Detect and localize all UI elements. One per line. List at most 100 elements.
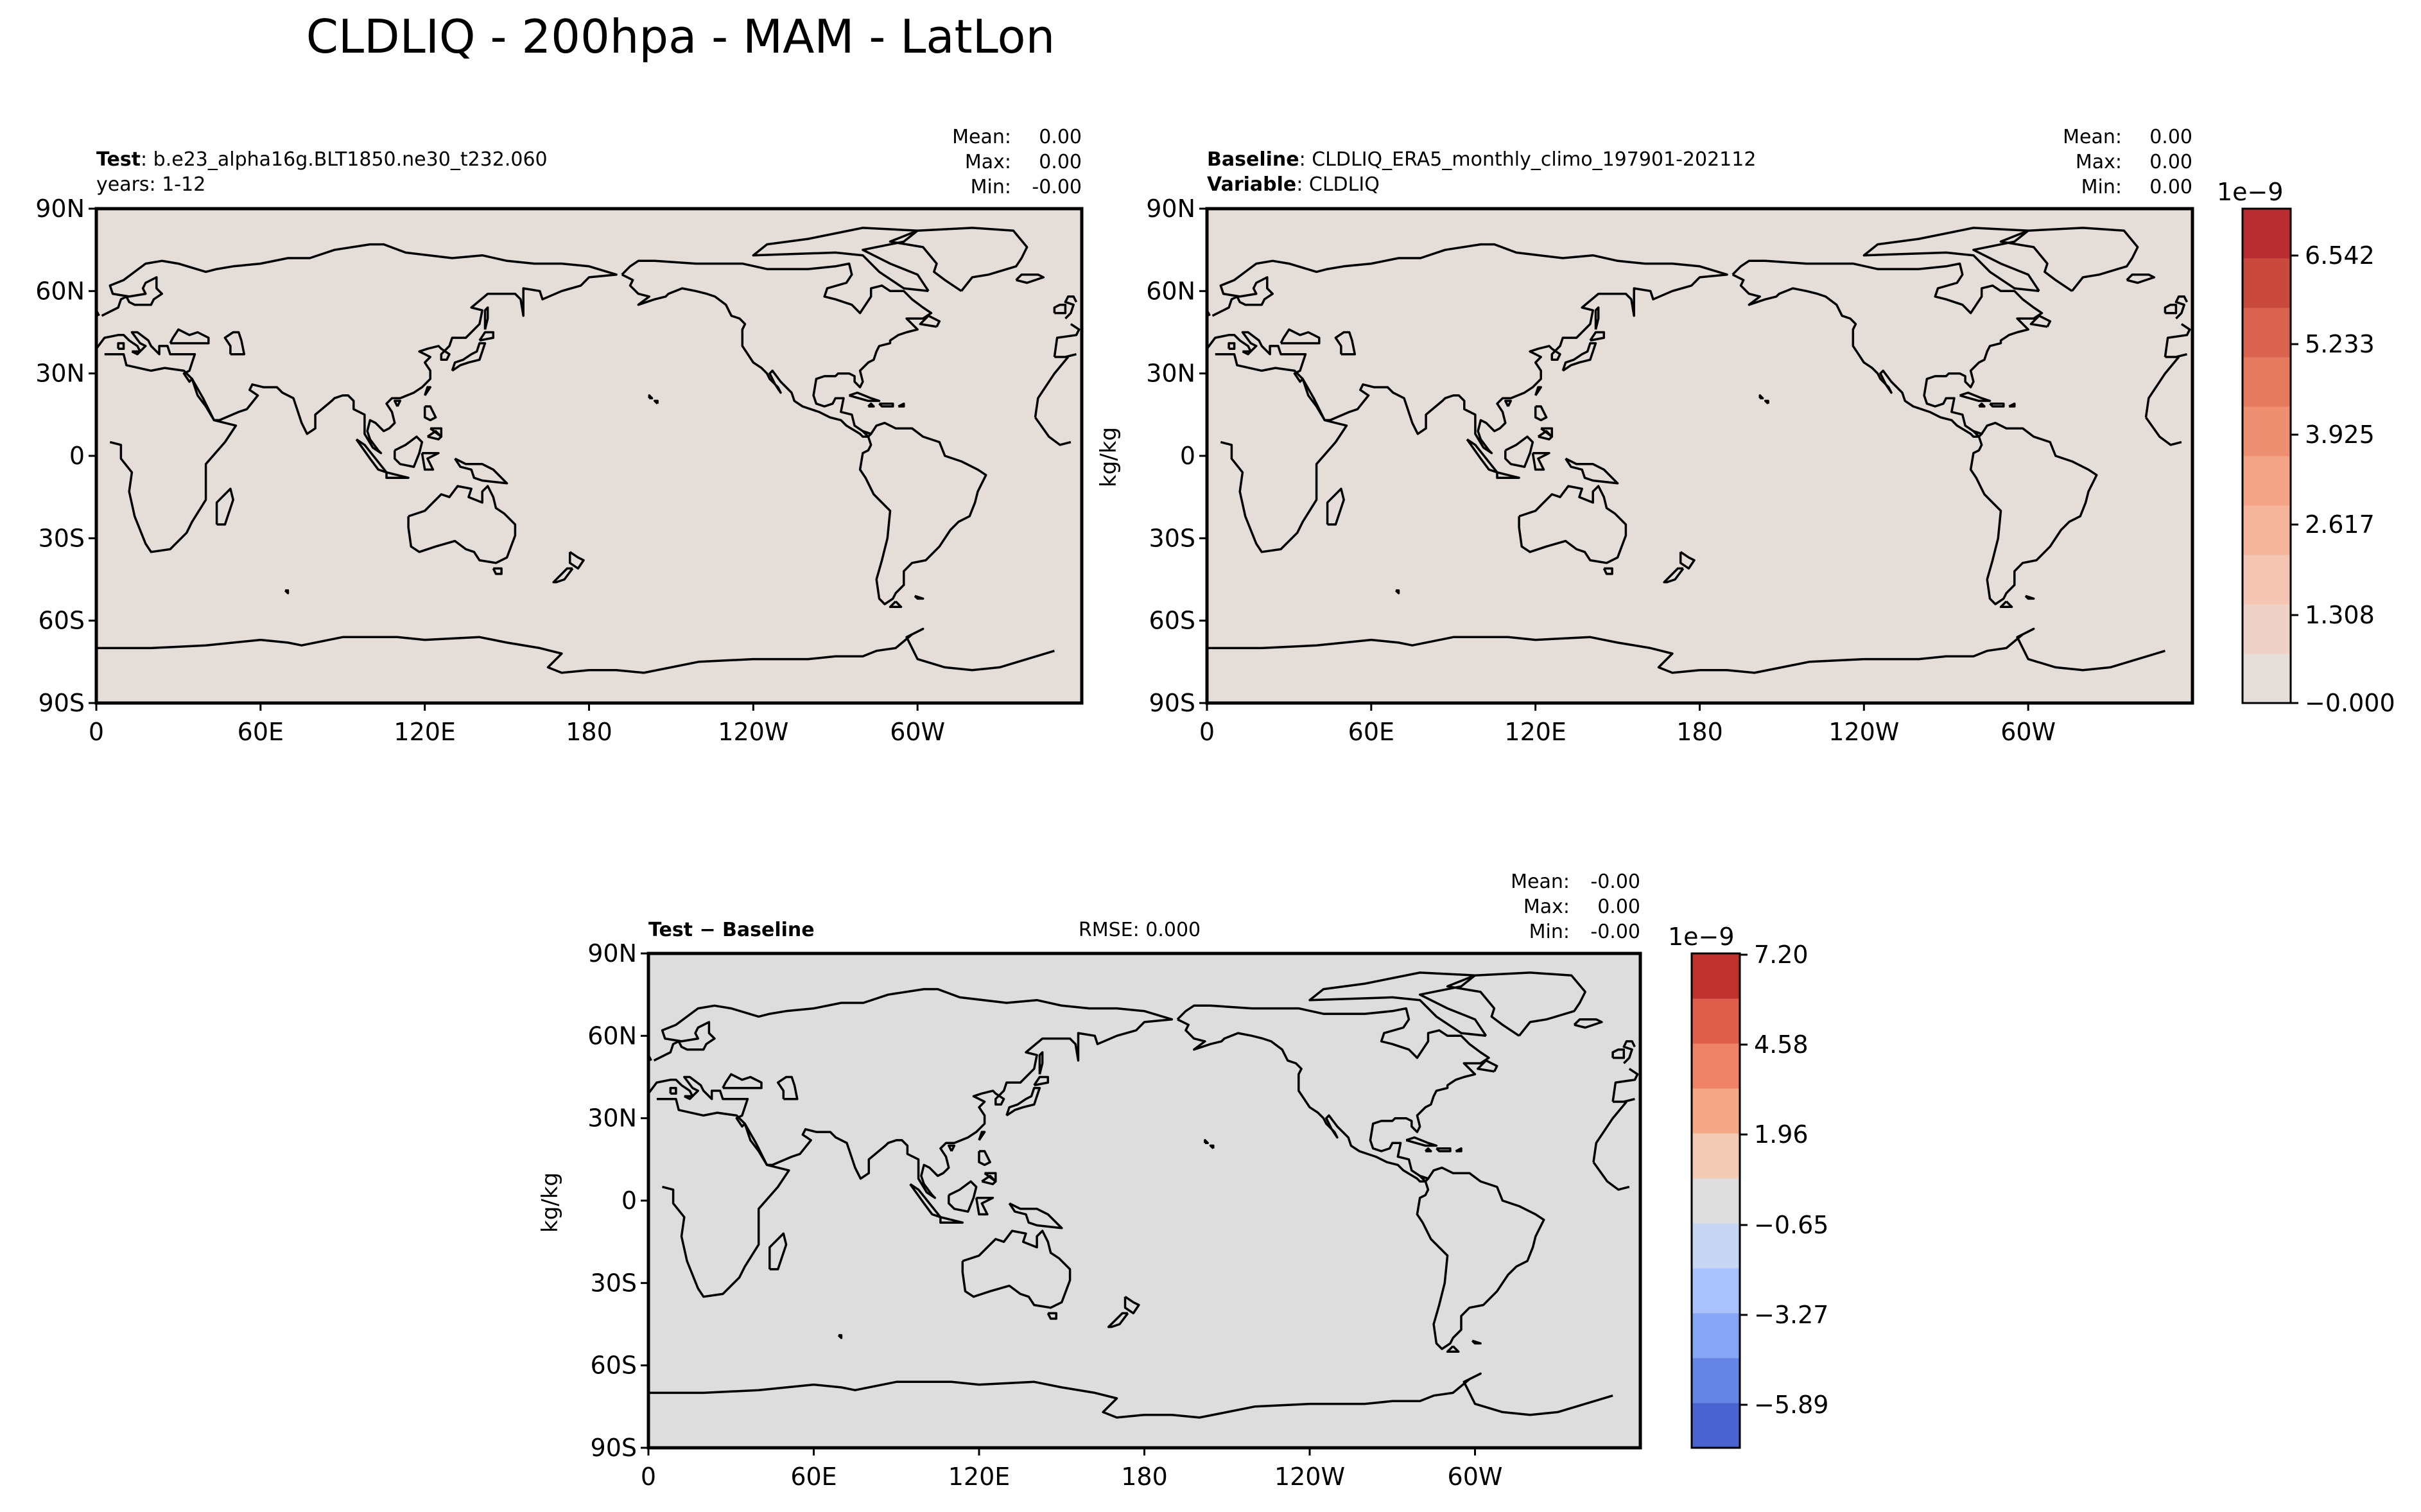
diff-lon-ticks: 0 60E 120E 180 120W 60W — [641, 1448, 1503, 1491]
coastline — [2145, 417, 2182, 446]
colorbar-segment — [1692, 1313, 1740, 1359]
stat-value: 0.00 — [1039, 151, 1082, 173]
coastline — [1176, 1004, 1490, 1183]
lat-tick-label: 60S — [39, 607, 85, 635]
diff-map-frame — [648, 953, 1640, 1448]
stat-key: Mean: — [952, 126, 1011, 148]
coastline — [1999, 600, 2013, 609]
coastline — [407, 485, 517, 564]
coastline — [1999, 227, 2139, 292]
colorbar-segment — [2243, 654, 2291, 704]
colorbar-tick-label: −0.65 — [1754, 1211, 1828, 1239]
colorbar-segment — [1692, 1268, 1740, 1314]
coastline — [223, 331, 246, 356]
lat-tick-label: 90S — [39, 689, 85, 717]
coastline — [878, 402, 894, 408]
lat-tick-label: 30N — [35, 360, 85, 388]
coastline — [1207, 636, 1700, 674]
lat-tick-label: 30N — [587, 1104, 637, 1133]
coastline — [669, 1086, 677, 1095]
coastline — [1280, 328, 1321, 345]
coastline — [1758, 394, 1764, 399]
coastline — [284, 589, 290, 595]
lon-tick-label: 120E — [394, 718, 456, 746]
colorbar-tick-label: 4.58 — [1754, 1030, 1809, 1059]
coastline — [1679, 551, 1696, 570]
lon-tick-label: 120W — [1274, 1463, 1345, 1491]
coastline — [1504, 399, 1513, 407]
lon-tick-label: 180 — [1676, 718, 1723, 746]
baseline-coastlines — [1206, 227, 2191, 674]
coastline — [492, 567, 503, 575]
diff-ylabel: kg/kg — [537, 1172, 563, 1233]
coastline — [978, 1150, 991, 1167]
coastline — [568, 551, 585, 570]
coastline — [589, 627, 1055, 674]
coastline — [1518, 485, 1627, 564]
colorbar-main-exponent: 1e−9 — [2217, 178, 2284, 206]
coastline — [423, 405, 437, 422]
test-lon-ticks: 0 60E 120E 180 120W 60W — [89, 703, 945, 746]
coastline — [1534, 405, 1548, 422]
coastline — [752, 227, 930, 293]
coastline — [1699, 627, 2165, 674]
colorbar-tick-label: 5.233 — [2305, 330, 2375, 358]
coastline — [421, 451, 440, 471]
coastline — [2024, 595, 2035, 600]
lon-tick-label: 0 — [641, 1463, 656, 1491]
coastline — [1978, 402, 1986, 408]
stat-key: Max: — [2076, 151, 2122, 173]
coastline — [1477, 1059, 1498, 1073]
test-lat-ticks: 90N 60N 30N 0 30S 60S 90S — [35, 195, 96, 717]
coastline — [722, 1073, 763, 1090]
panel-baseline: Baseline: CLDLIQ_ERA5_monthly_climo_1979… — [1096, 126, 2194, 746]
coastline — [1504, 435, 1534, 468]
colorbar-segment — [2243, 604, 2291, 654]
coastline — [1959, 391, 1991, 403]
colorbar-main: 1e−9 −0.000 1.308 2.617 3.925 5.233 6.542 — [2217, 178, 2395, 717]
baseline-variable: Variable: CLDLIQ — [1207, 173, 1380, 196]
coastline — [837, 1334, 843, 1339]
coastline — [2144, 356, 2180, 418]
colorbar-tick-label: 3.925 — [2305, 421, 2375, 449]
baseline-stats: Mean: 0.00 Max: 0.00 Min: 0.00 — [2063, 126, 2192, 198]
coastline — [1592, 1100, 1627, 1163]
lat-tick-label: 30S — [591, 1269, 637, 1297]
coastline — [948, 1144, 956, 1152]
coastline — [1015, 273, 1045, 284]
coastline — [2174, 295, 2189, 320]
lat-tick-label: 90S — [591, 1434, 637, 1462]
colorbar-tick-label: 1.308 — [2305, 601, 2375, 629]
baseline-label-bold: Baseline — [1207, 148, 1299, 171]
coastline — [1053, 323, 1080, 358]
coastline — [1446, 1345, 1460, 1353]
coastline — [1764, 399, 1769, 404]
lon-tick-label: 60E — [790, 1463, 837, 1491]
colorbar-segment — [1692, 1178, 1740, 1224]
coastline — [1969, 421, 2098, 605]
coastline — [1326, 487, 1345, 526]
colorbar-diff-exponent: 1e−9 — [1668, 923, 1735, 951]
coastline — [919, 315, 941, 328]
colorbar-segment — [2243, 406, 2291, 456]
coastline — [1334, 331, 1357, 356]
coastline — [96, 636, 589, 674]
colorbar-main-segments — [2243, 209, 2291, 704]
baseline-variable-value: : CLDLIQ — [1296, 173, 1380, 196]
colorbar-tick-label: −0.000 — [2305, 689, 2395, 717]
diff-coastlines — [647, 971, 1639, 1419]
coastline — [1124, 1296, 1140, 1315]
coastline — [1573, 1018, 1603, 1029]
lon-tick-label: 120E — [948, 1463, 1011, 1491]
coastline — [552, 567, 574, 584]
coastline — [1663, 567, 1685, 584]
coastline — [1602, 567, 1613, 575]
lon-tick-label: 60W — [1448, 1463, 1503, 1491]
coastline — [849, 391, 881, 403]
coastline — [1107, 1312, 1129, 1328]
stat-key: Mean: — [2063, 126, 2122, 148]
coastline — [1592, 1161, 1630, 1191]
colorbar-segment — [2243, 308, 2291, 358]
coastline — [483, 306, 489, 330]
